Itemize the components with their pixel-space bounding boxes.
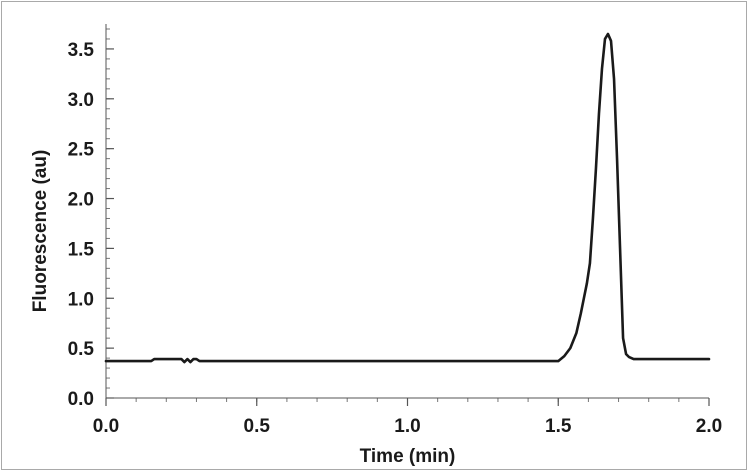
y-tick-label: 1.0 <box>68 289 94 310</box>
y-tick-labels: 0.0 0.5 1.0 1.5 2.0 2.5 3.0 3.5 <box>68 40 95 410</box>
y-axis-title: Fluorescence (au) <box>30 150 51 313</box>
fluorescence-series-line <box>104 32 711 364</box>
y-major-ticks <box>106 48 114 399</box>
y-tick-label: 0.0 <box>68 389 94 410</box>
x-tick-label: 0.5 <box>244 416 271 437</box>
y-tick-label: 2.5 <box>68 140 95 161</box>
x-tick-label: 2.0 <box>696 416 722 437</box>
x-tick-labels: 0.0 0.5 1.0 1.5 2.0 <box>93 416 722 437</box>
y-tick-label: 2.0 <box>68 190 94 211</box>
y-tick-label: 3.0 <box>68 90 94 111</box>
x-tick-label: 1.0 <box>394 416 420 437</box>
y-tick-label: 0.5 <box>68 339 95 360</box>
y-minor-ticks <box>106 28 110 399</box>
x-axis-title: Time (min) <box>360 446 456 467</box>
x-tick-label: 1.5 <box>545 416 572 437</box>
y-tick-label: 3.5 <box>68 40 95 61</box>
y-tick-label: 1.5 <box>68 239 95 260</box>
x-tick-label: 0.0 <box>93 416 119 437</box>
x-major-ticks <box>105 398 710 406</box>
